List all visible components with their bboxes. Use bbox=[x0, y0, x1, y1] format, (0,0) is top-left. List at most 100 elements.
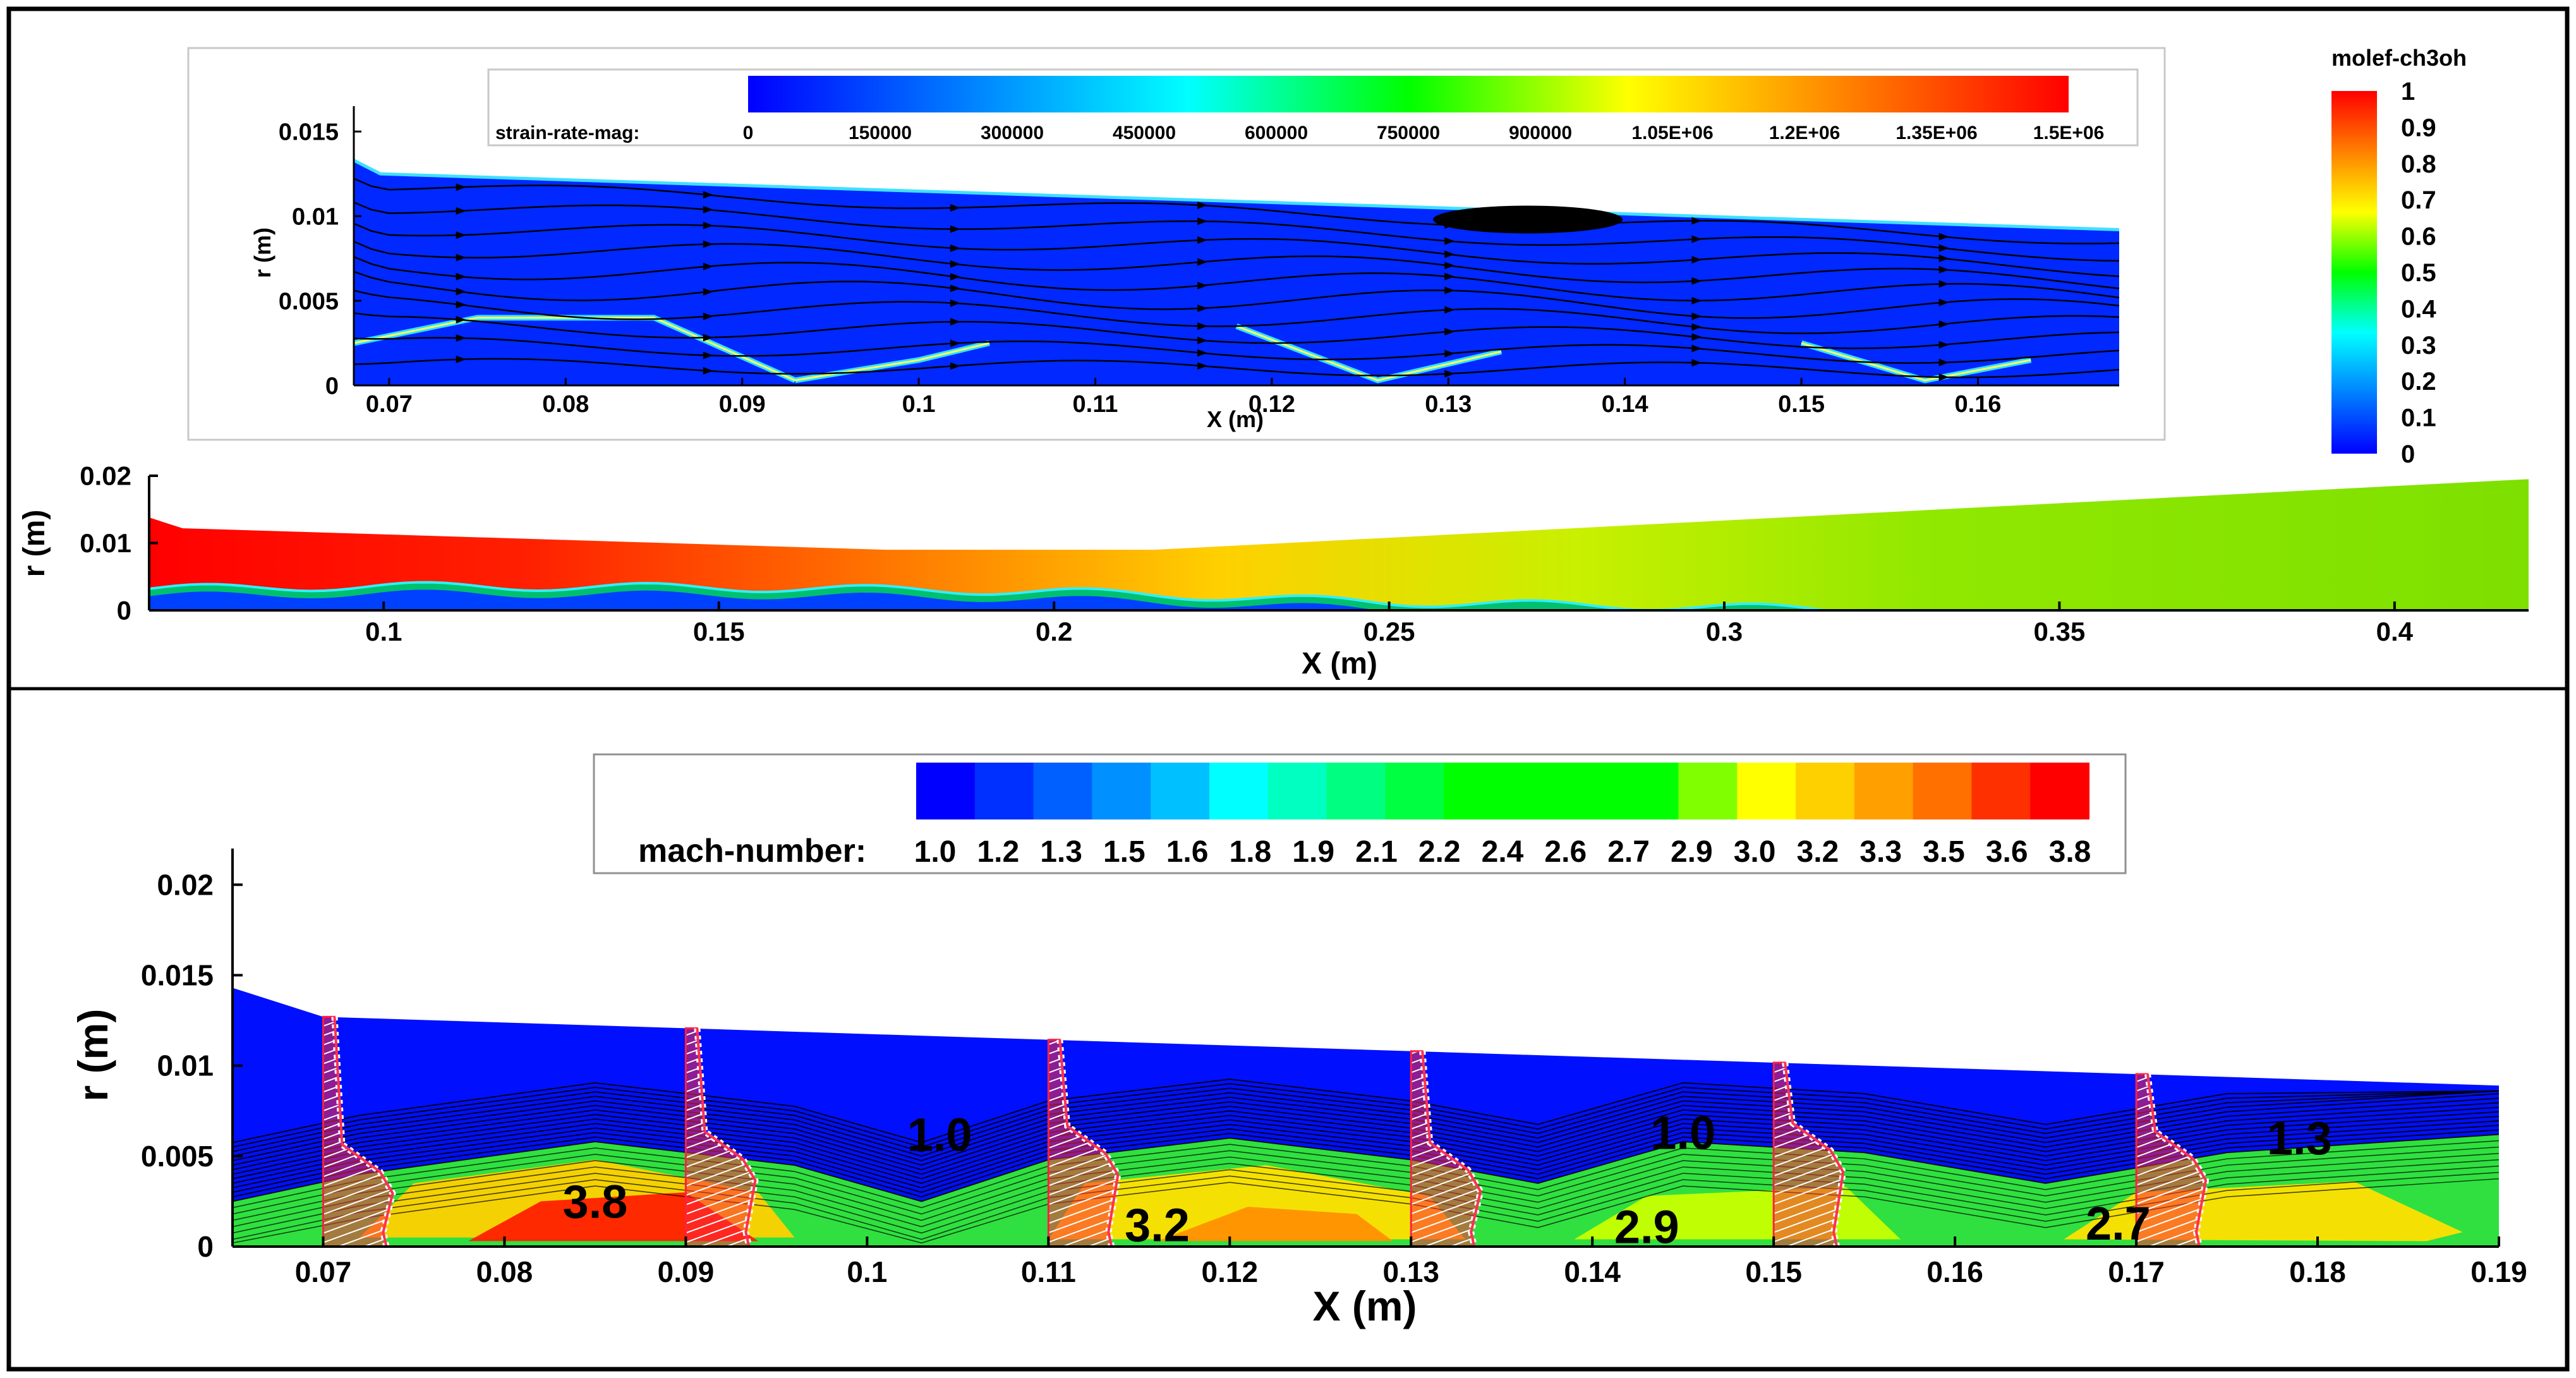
x-tick-label: 0.1 bbox=[365, 617, 402, 646]
streamline bbox=[353, 270, 2120, 319]
streamline-arrow bbox=[456, 272, 466, 281]
streamline-arrow bbox=[1197, 349, 1208, 357]
streamline-arrow bbox=[1444, 327, 1455, 335]
mach-expansion-region bbox=[1157, 1207, 1393, 1242]
mach-contour-line bbox=[232, 1152, 2500, 1221]
streamline-arrow bbox=[1197, 236, 1208, 244]
mach-legend-swatches bbox=[916, 763, 2089, 819]
velocity-profile-edge-line bbox=[1421, 1051, 1482, 1247]
streamline-arrow bbox=[1691, 256, 1702, 264]
y-tick-label: 0.01 bbox=[157, 1049, 214, 1082]
x-tick-label: 0.15 bbox=[693, 617, 745, 646]
mach-annotation: 1.0 bbox=[907, 1108, 972, 1161]
strain-rate-legend-bar bbox=[748, 76, 2069, 112]
mach-contour-line bbox=[232, 1178, 2500, 1244]
x-tick-label: 0.11 bbox=[1021, 1255, 1076, 1288]
colorbar-tick-label: 0.5 bbox=[2401, 259, 2436, 287]
mach-legend-swatch bbox=[1971, 763, 2031, 819]
x-tick-label: 0.07 bbox=[366, 391, 413, 418]
mach-legend-tick-label: 3.0 bbox=[1734, 835, 1776, 869]
colorbar-tick-label: 1 bbox=[2401, 78, 2415, 106]
x-tick-label: 0.17 bbox=[2108, 1255, 2165, 1288]
streamline-arrow bbox=[1197, 217, 1208, 226]
mach-legend-swatch bbox=[1737, 763, 1796, 819]
mach-legend-swatch bbox=[1209, 763, 1269, 819]
streamline-arrow bbox=[1197, 336, 1208, 344]
molef-ylabel: r (m) bbox=[18, 510, 51, 577]
x-tick-label: 0.08 bbox=[476, 1255, 533, 1288]
streamline bbox=[353, 312, 2120, 349]
y-tick-label: 0.02 bbox=[80, 461, 131, 491]
shear-core bbox=[1801, 342, 2031, 382]
colorbar-tick-label: 0.1 bbox=[2401, 404, 2436, 432]
y-tick-label: 0.015 bbox=[141, 959, 214, 992]
mach-legend-swatch bbox=[1561, 763, 1621, 819]
streamline-arrow bbox=[950, 284, 960, 293]
mach-legend-tick-label: 1.6 bbox=[1166, 835, 1209, 869]
mach-contour-line bbox=[232, 1120, 2500, 1188]
strain-rate-legend-ticks: 0 150000 300000 450000 600000 750000 900000 1.0… bbox=[743, 123, 2105, 143]
streamline-arrow bbox=[950, 318, 960, 326]
streamline-arrow bbox=[456, 207, 466, 215]
legend-tick-label: 300000 bbox=[981, 123, 1044, 143]
mach-contour-line bbox=[232, 1111, 2500, 1180]
colorbar-tick-label: 0.8 bbox=[2401, 150, 2436, 178]
mach-contour-line bbox=[232, 1115, 2500, 1184]
molef-low-band bbox=[149, 589, 1456, 610]
x-tick-label: 0.11 bbox=[1073, 391, 1118, 418]
streamline-arrow bbox=[1938, 265, 1949, 274]
streamline-arrow bbox=[950, 260, 960, 268]
molef-colorbar-bar bbox=[2331, 91, 2377, 454]
mach-legend-swatch bbox=[916, 763, 976, 819]
streamline-arrow bbox=[1691, 359, 1702, 367]
streamline-arrow bbox=[1197, 258, 1208, 266]
streamline-arrow bbox=[456, 301, 466, 309]
streamline bbox=[353, 358, 2120, 378]
x-tick-label: 0.12 bbox=[1202, 1255, 1259, 1288]
streamline-arrow bbox=[1691, 323, 1702, 331]
streamline-arrow bbox=[703, 366, 713, 375]
mach-ylabel: r (m) bbox=[70, 1009, 116, 1102]
mach-legend-tick-label: 3.8 bbox=[2049, 835, 2091, 869]
streamline-arrow bbox=[703, 205, 713, 214]
mach-legend-swatch bbox=[1619, 763, 1679, 819]
streamline-arrow bbox=[1938, 255, 1949, 263]
y-tick-label: 0.02 bbox=[157, 868, 214, 901]
mach-legend-tick-label: 3.6 bbox=[1986, 835, 2028, 869]
streamline-arrow bbox=[456, 334, 466, 342]
streamline-arrow bbox=[703, 221, 713, 229]
streamline-arrow bbox=[456, 287, 466, 296]
molef-xlabel: X (m) bbox=[1302, 647, 1377, 680]
streamline-arrow bbox=[703, 191, 713, 199]
legend-tick-label: 1.05E+06 bbox=[1631, 123, 1713, 143]
mach-legend-tick-label: 3.2 bbox=[1797, 835, 1839, 869]
streamline-arrow bbox=[950, 362, 960, 370]
x-tick-label: 0.12 bbox=[1249, 391, 1295, 418]
streamline-arrow bbox=[950, 299, 960, 307]
velocity-profile-edge-line bbox=[333, 1017, 394, 1247]
mach-legend-tick-label: 3.3 bbox=[1859, 835, 1902, 869]
mach-annotation: 1.0 bbox=[1650, 1107, 1715, 1159]
streamline-arrow bbox=[1444, 286, 1455, 294]
molef-field bbox=[149, 479, 2529, 610]
mach-contour-line bbox=[232, 1165, 2500, 1234]
y-tick-label: 0 bbox=[325, 373, 339, 399]
mach-xlabel: X (m) bbox=[1313, 1283, 1417, 1329]
mach-contour-line bbox=[232, 1079, 2500, 1144]
streamline-arrow bbox=[703, 262, 713, 270]
y-tick-label: 0.01 bbox=[292, 203, 339, 230]
mach-legend-tick-label: 2.9 bbox=[1671, 835, 1713, 869]
mach-legend-swatch bbox=[1326, 763, 1386, 819]
streamline-arrow bbox=[1444, 349, 1455, 358]
x-tick-label: 0.25 bbox=[1364, 617, 1415, 646]
mach-legend-tick-label: 1.2 bbox=[977, 835, 1019, 869]
x-tick-label: 0.13 bbox=[1425, 391, 1472, 418]
streamline-arrow bbox=[1197, 305, 1208, 313]
legend-tick-label: 1.2E+06 bbox=[1769, 123, 1841, 143]
streamline-arrow bbox=[1691, 277, 1702, 285]
streamline-arrow bbox=[1444, 237, 1455, 245]
streamline-arrow bbox=[950, 339, 960, 348]
legend-tick-label: 1.35E+06 bbox=[1896, 123, 1977, 143]
streamline-arrow bbox=[1444, 370, 1455, 378]
streamline bbox=[353, 222, 2120, 277]
